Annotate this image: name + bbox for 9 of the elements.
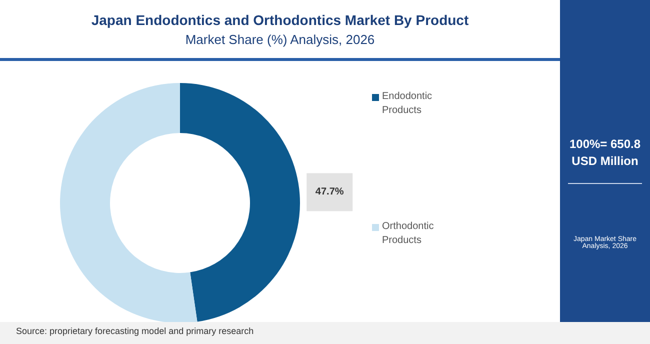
legend-label: Orthodontic Products [382, 220, 435, 248]
source-note: Source: proprietary forecasting model and primary research [16, 326, 254, 336]
data-label: 47.7% [315, 186, 344, 198]
legend-label: Endodontic Products [382, 90, 434, 118]
text: 100%= 650.8 USD Million [568, 136, 642, 170]
donut-slice [180, 83, 300, 322]
chart-subtitle: Market Share (%) Analysis, 2026 [184, 32, 376, 47]
donut-slice [60, 83, 198, 322]
chart-title: Japan Endodontics and Orthodontics Market By Product [90, 12, 470, 28]
